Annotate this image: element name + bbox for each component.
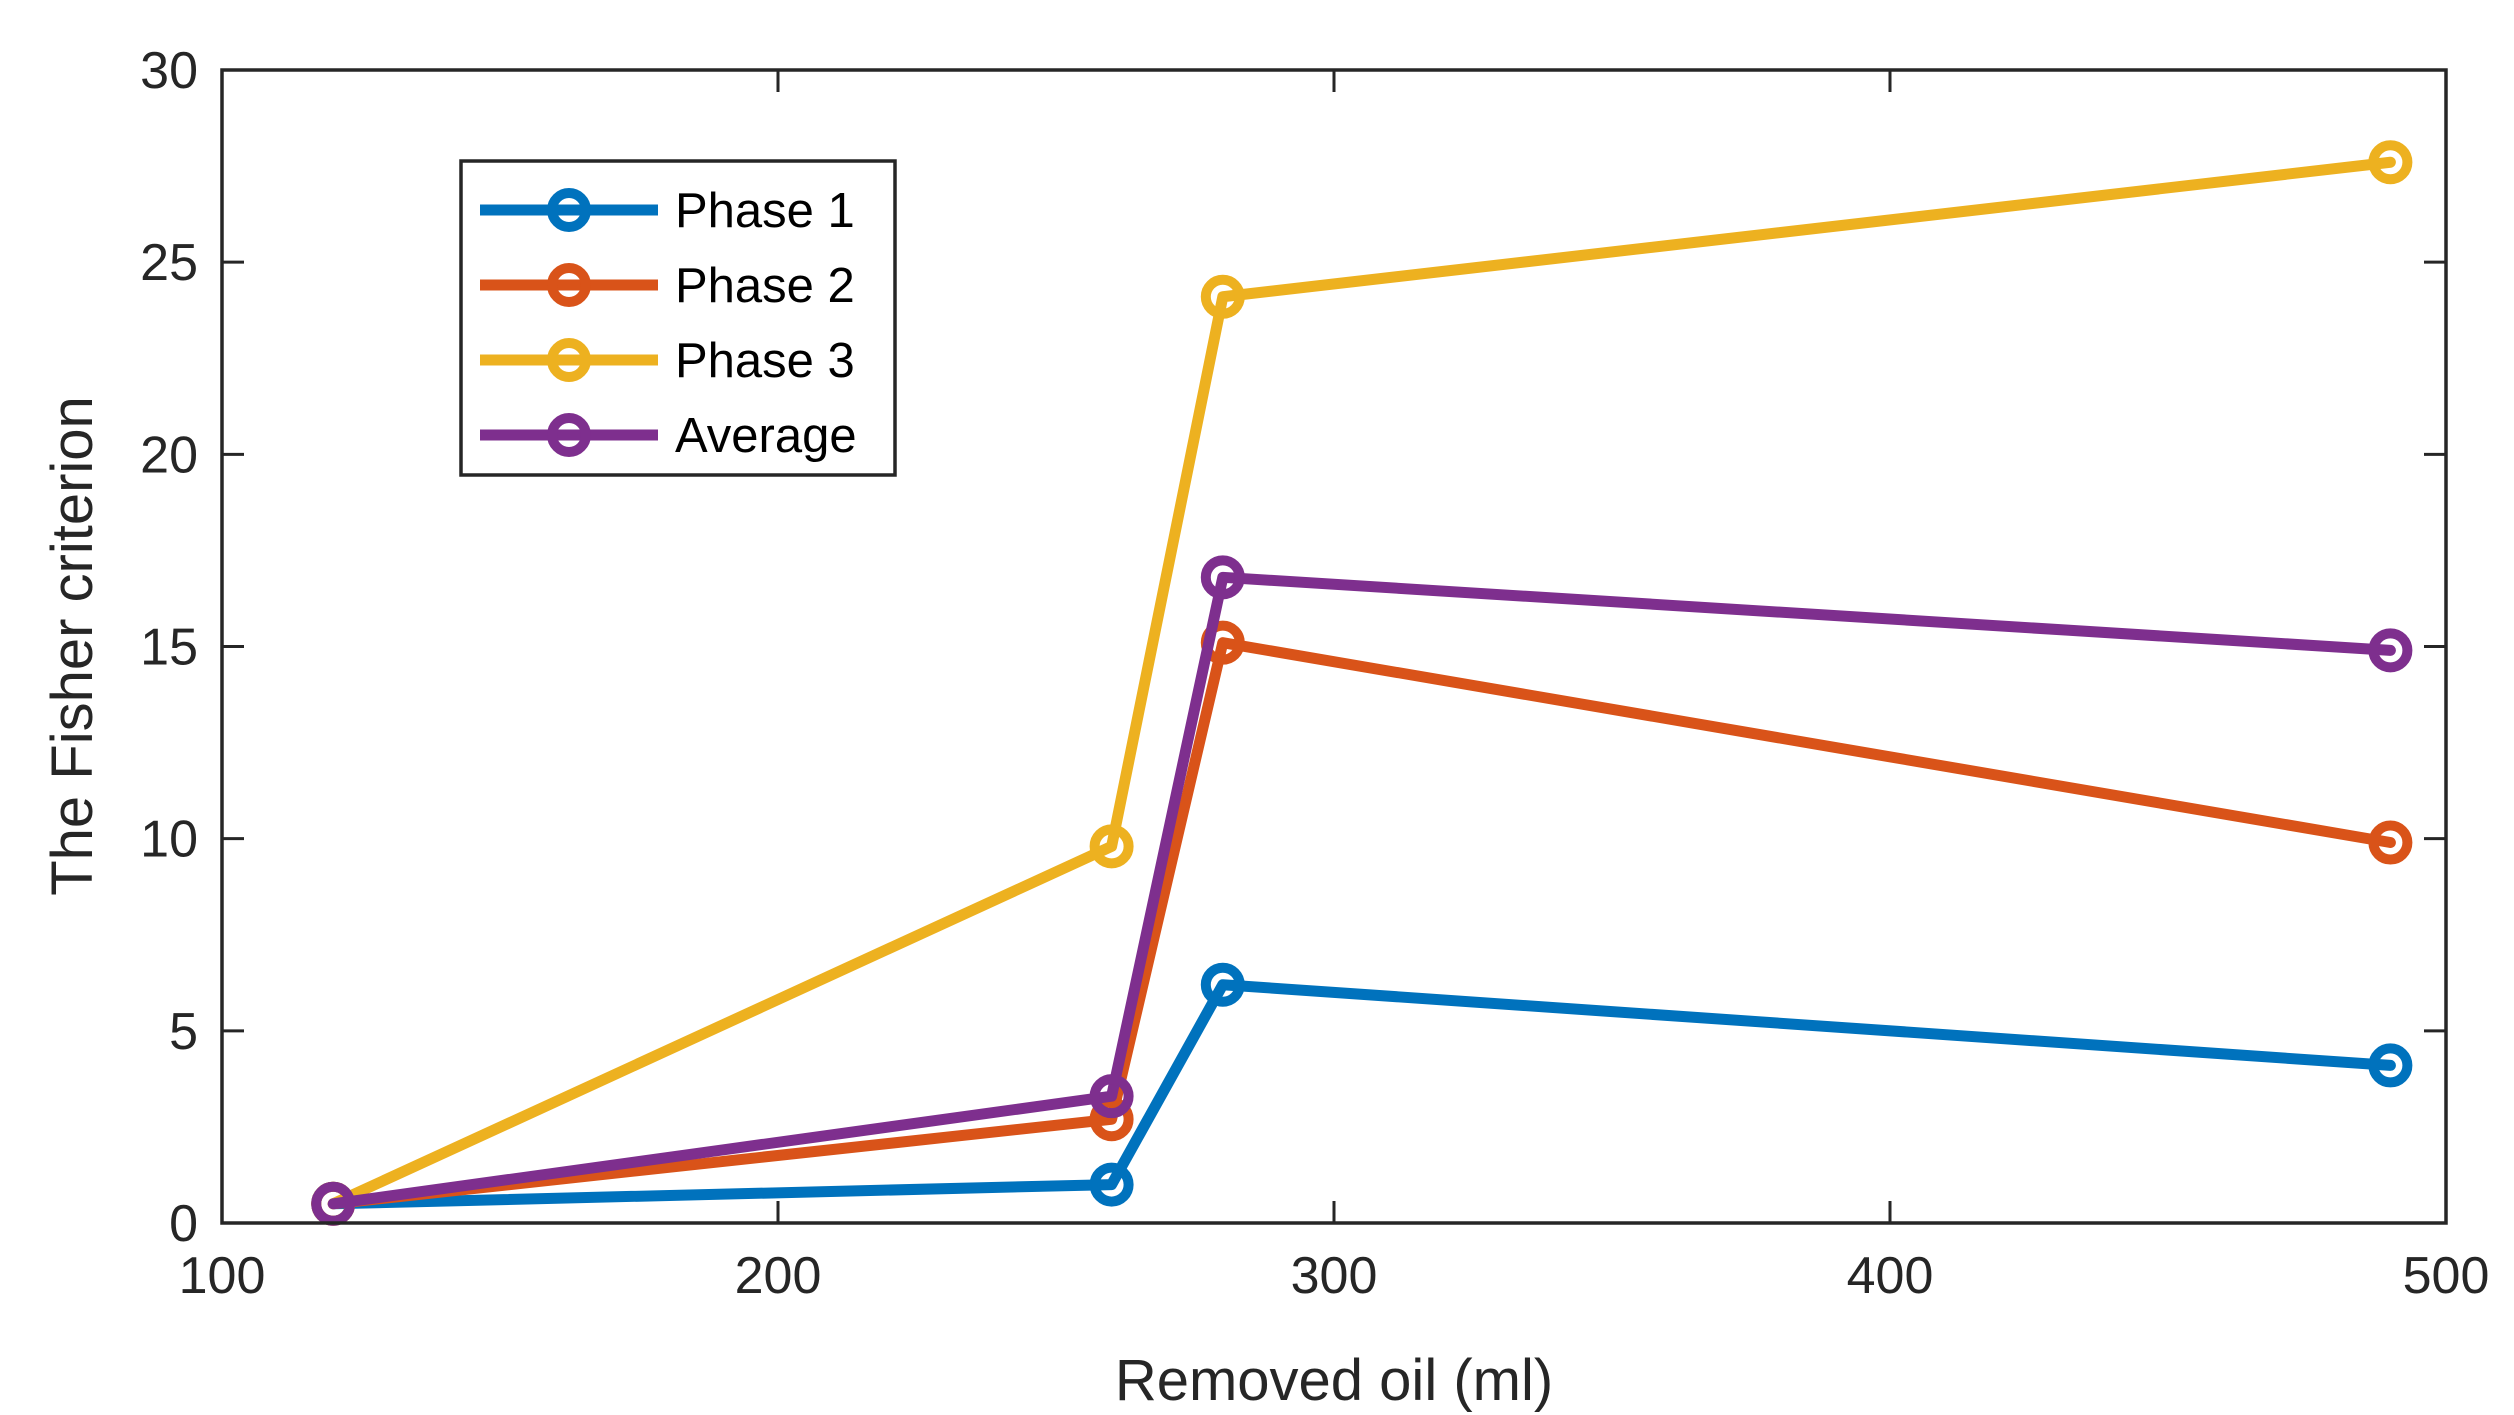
series-line-phase-2 xyxy=(327,637,2396,1210)
data-point-phase-2 xyxy=(1089,1097,1134,1142)
data-point-phase-3 xyxy=(1200,274,1245,319)
y-tick-label: 0 xyxy=(169,1195,198,1253)
data-point-average xyxy=(1089,1074,1134,1119)
y-tick-label: 25 xyxy=(140,234,198,292)
legend-label: Phase 1 xyxy=(675,184,855,238)
y-tick-label: 30 xyxy=(140,42,198,100)
x-tick-label: 100 xyxy=(179,1247,266,1305)
data-point-phase-1 xyxy=(2368,1043,2413,1088)
series-line-phase-3 xyxy=(327,156,2396,1210)
series-line-phase-1 xyxy=(327,979,2396,1210)
y-tick-label: 15 xyxy=(140,619,198,677)
x-axis-label: Removed oil (ml) xyxy=(1115,1348,1553,1413)
legend-marker xyxy=(547,338,591,382)
legend-label: Phase 3 xyxy=(675,334,855,388)
data-point-phase-3 xyxy=(1089,824,1134,869)
legend-marker xyxy=(547,413,591,457)
legend-marker xyxy=(547,188,591,232)
legend-label: Average xyxy=(675,409,857,463)
data-point-average xyxy=(1200,555,1245,600)
data-point-phase-3 xyxy=(2368,140,2413,185)
data-point-average xyxy=(2368,628,2413,673)
data-point-phase-1 xyxy=(1089,1162,1134,1207)
series-line-average xyxy=(327,571,2396,1210)
legend-marker xyxy=(547,263,591,307)
data-point-phase-2 xyxy=(2368,820,2413,865)
legend-item-phase-1: Phase 1 xyxy=(480,184,855,238)
x-tick-label: 500 xyxy=(2403,1247,2490,1305)
y-tick-label: 20 xyxy=(140,426,198,484)
data-point-phase-1 xyxy=(1200,962,1245,1007)
x-axis: 100 200 300 400 500 xyxy=(179,70,2490,1305)
y-tick-label: 10 xyxy=(140,811,198,869)
data-point-average xyxy=(311,1181,356,1226)
legend-item-average: Average xyxy=(480,409,857,463)
x-tick-label: 300 xyxy=(1291,1247,1378,1305)
y-tick-label: 5 xyxy=(169,1003,198,1061)
x-tick-label: 200 xyxy=(735,1247,822,1305)
y-axis: 0 5 10 15 20 25 30 xyxy=(140,42,2446,1253)
x-tick-label: 400 xyxy=(1847,1247,1934,1305)
legend: Phase 1 Phase 2 Phase 3 Average xyxy=(459,159,897,477)
legend-label: Phase 2 xyxy=(675,259,855,313)
legend-item-phase-3: Phase 3 xyxy=(480,334,855,388)
legend-item-phase-2: Phase 2 xyxy=(480,259,855,313)
y-axis-label: The Fisher criterion xyxy=(40,396,105,896)
series-layer xyxy=(311,140,2413,1226)
